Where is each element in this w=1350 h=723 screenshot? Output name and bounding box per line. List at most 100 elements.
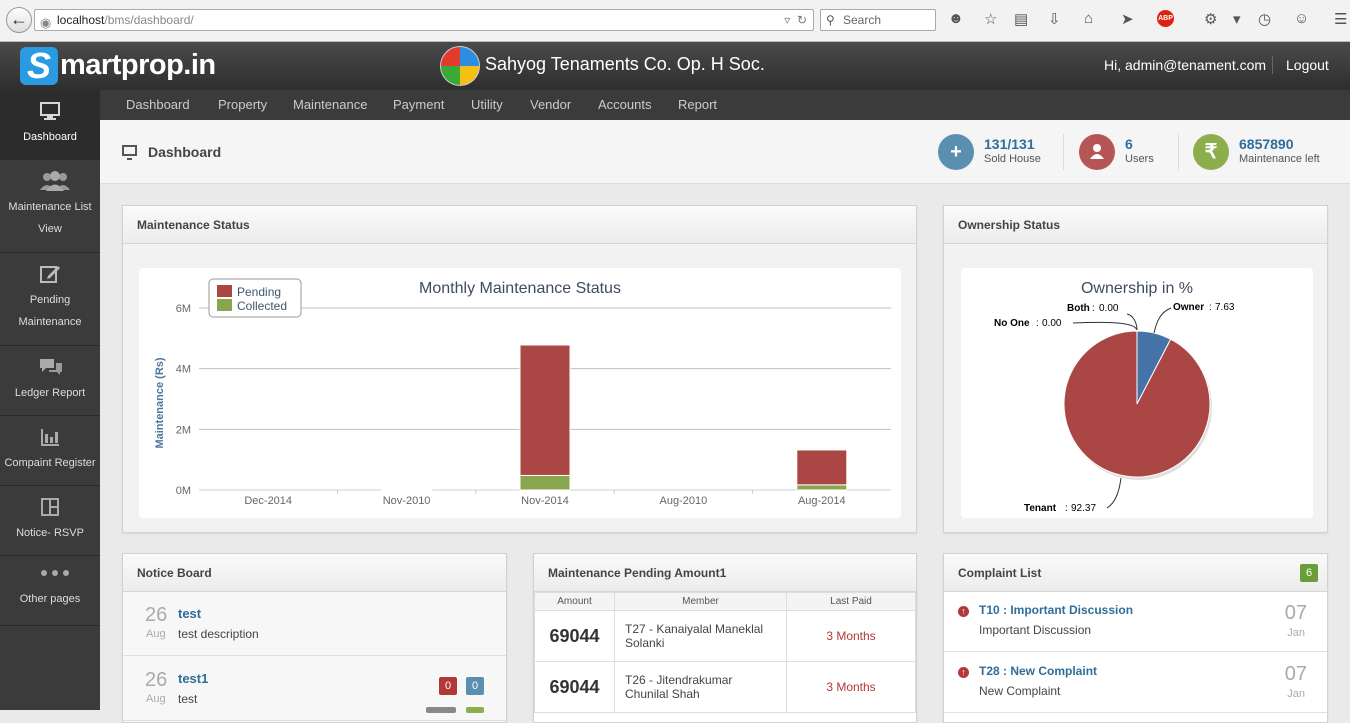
address-bar[interactable]: ◉localhost/bms/dashboard/ ▿ ↻ [34,9,814,31]
globe-icon: ◉ [40,13,51,33]
table-row[interactable]: 69044 T26 - Jitendrakumar Chunilal Shah … [535,662,916,713]
browser-search-input[interactable]: ⚲Search [820,9,936,31]
home-icon[interactable]: ⌂ [1084,10,1093,27]
panel-body: ↑ T10 : Important Discussion Important D… [944,592,1327,722]
bookmark-star-icon[interactable]: ☆ [984,10,997,28]
complaint-desc: Important Discussion [979,623,1091,637]
notice-month: Aug [146,693,166,705]
rsvp-maybe-badge[interactable]: 0 [466,677,484,695]
pie-label-owner-name: Owner [1173,302,1204,313]
topnav-utility[interactable]: Utility [471,97,503,112]
back-button[interactable]: ← [6,7,32,33]
pie-label-noone-name: No One [994,318,1030,329]
column-header-member: Member [615,593,787,611]
ownership-chart: Ownership in % Both : 0.00 No One : 0.00… [961,268,1313,518]
top-navigation: Dashboard Property Maintenance Payment U… [100,90,1350,120]
notice-day: 26 [145,604,167,627]
browser-toolbar: ← ◉localhost/bms/dashboard/ ▿ ↻ ⚲Search … [0,0,1350,42]
sidebar-item-label: Pending Maintenance [0,289,100,333]
sidebar-item-label: Notice- RSVP [0,522,100,544]
notice-title[interactable]: test1 [178,671,208,686]
complaint-month: Jan [1287,688,1305,700]
sidebar-item-other-pages[interactable]: Other pages [0,556,100,626]
reading-list-icon[interactable]: ▤ [1014,10,1028,28]
topnav-vendor[interactable]: Vendor [530,97,571,112]
y-tick-label: 4M [176,364,191,376]
list-item[interactable]: ↑ T28 : New Complaint New Complaint 07 J… [944,653,1327,713]
bar-pending[interactable] [520,345,570,475]
x-tick-label: Nov-2014 [521,495,569,507]
pie-label-both-value: 0.00 [1099,303,1119,314]
notice-desc: test description [178,627,259,641]
panel-title: Maintenance Pending Amount1 [534,554,916,592]
puzzle-icon[interactable]: ⚙ [1204,10,1217,28]
rsvp-yes-badge[interactable] [466,707,484,713]
logout-link[interactable]: Logout [1286,57,1329,73]
logo-s: S [20,47,58,85]
list-item[interactable]: ↑ T10 : Important Discussion Important D… [944,592,1327,652]
sidebar-item-maintenance-list[interactable]: Maintenance List View [0,160,100,253]
edit-icon [38,263,62,285]
history-icon[interactable]: ◷ [1258,10,1271,28]
table-row[interactable]: 69044 T27 - Kanaiyalal Maneklal Solanki … [535,611,916,662]
hamburger-menu-icon[interactable]: ☰ [1334,10,1347,28]
chart-legend[interactable]: Pending Collected [209,279,301,317]
x-tick-label: Aug-2014 [798,495,846,507]
topnav-accounts[interactable]: Accounts [598,97,651,112]
ownership-status-panel: Ownership Status Ownership in % Both : 0… [943,205,1328,533]
stat-label: Maintenance left [1239,153,1320,165]
panel-body: Ownership in % Both : 0.00 No One : 0.00… [944,244,1327,532]
list-item[interactable]: 26 Aug test test description [123,592,506,656]
topnav-dashboard[interactable]: Dashboard [126,97,190,112]
send-icon[interactable]: ➤ [1121,10,1134,28]
chart-y-axis-label: Maintenance (Rs) [154,357,166,448]
complaint-list-panel: Complaint List 6 ↑ T10 : Important Discu… [943,553,1328,723]
pie-slice-tenant[interactable] [1064,331,1210,477]
topnav-report[interactable]: Report [678,97,717,112]
stat-value: 6 [1125,136,1133,152]
header-divider [1272,56,1273,74]
bar-pending[interactable] [382,489,432,490]
complaint-month: Jan [1287,627,1305,639]
sidebar-item-notice-rsvp[interactable]: Notice- RSVP [0,486,100,556]
bar-pending[interactable] [797,450,847,485]
extension-icon[interactable]: ☻ [948,10,964,27]
bar-collected[interactable] [797,485,847,490]
sidebar: Dashboard Maintenance List View Pending … [0,90,100,710]
society-name: Sahyog Tenaments Co. Op. H Soc. [485,54,765,75]
sidebar-item-ledger-report[interactable]: Ledger Report [0,346,100,416]
pie-label-colon: : [1036,318,1039,329]
topnav-payment[interactable]: Payment [393,97,444,112]
topnav-maintenance[interactable]: Maintenance [293,97,367,112]
sidebar-item-pending-maintenance[interactable]: Pending Maintenance [0,253,100,346]
menu-arrow-icon[interactable]: ▾ [1233,10,1241,28]
notice-day: 26 [145,669,167,692]
bar-collected[interactable] [520,475,570,490]
rsvp-no-badge[interactable]: 0 [439,677,457,695]
complaint-title[interactable]: T28 : New Complaint [979,664,1097,678]
panel-title: Maintenance Status [123,206,916,244]
search-icon: ⚲ [826,10,835,30]
monitor-icon [38,100,62,122]
list-item[interactable]: 26 Aug test1 test 0 0 [123,657,506,721]
notice-title[interactable]: test [178,606,201,621]
last-paid-cell: 3 Months [787,611,916,662]
column-header-last-paid: Last Paid [787,593,916,611]
sidebar-item-dashboard[interactable]: Dashboard [0,90,100,160]
smiley-icon[interactable]: ☺ [1294,10,1309,27]
reload-icon[interactable]: ▿ ↻ [784,10,807,30]
complaint-title[interactable]: T10 : Important Discussion [979,603,1133,617]
sidebar-item-complaint-register[interactable]: Compaint Register [0,416,100,486]
topnav-property[interactable]: Property [218,97,267,112]
download-icon[interactable]: ⇩ [1048,10,1061,28]
rupee-icon: ₹ [1193,134,1229,170]
url-host: localhost [57,13,104,27]
notice-board-panel: Notice Board 26 Aug test test descriptio… [122,553,507,723]
complaint-desc: New Complaint [979,684,1060,698]
society-logo-icon [440,46,480,86]
pie-label-tenant-value: 92.37 [1071,503,1096,514]
pie-chart-svg: Ownership in % Both : 0.00 No One : 0.00… [961,268,1313,518]
sidebar-item-label: Other pages [0,588,100,610]
